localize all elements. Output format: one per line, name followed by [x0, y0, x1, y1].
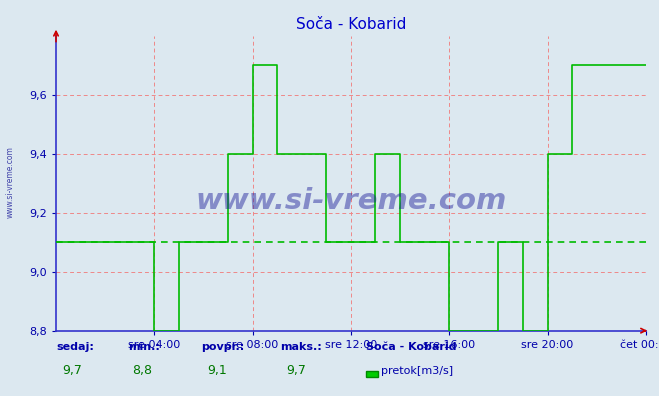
Text: www.si-vreme.com: www.si-vreme.com: [5, 146, 14, 218]
Text: sedaj:: sedaj:: [56, 343, 94, 352]
Text: 9,7: 9,7: [287, 364, 306, 377]
Text: min.:: min.:: [129, 343, 160, 352]
Text: 9,1: 9,1: [208, 364, 227, 377]
Text: povpr.:: povpr.:: [201, 343, 244, 352]
Title: Soča - Kobarid: Soča - Kobarid: [296, 17, 406, 32]
Text: 9,7: 9,7: [63, 364, 82, 377]
Text: pretok[m3/s]: pretok[m3/s]: [381, 366, 453, 376]
Text: www.si-vreme.com: www.si-vreme.com: [195, 187, 507, 215]
Text: 8,8: 8,8: [132, 364, 152, 377]
Text: maks.:: maks.:: [280, 343, 322, 352]
Text: Soča - Kobarid: Soča - Kobarid: [366, 343, 456, 352]
